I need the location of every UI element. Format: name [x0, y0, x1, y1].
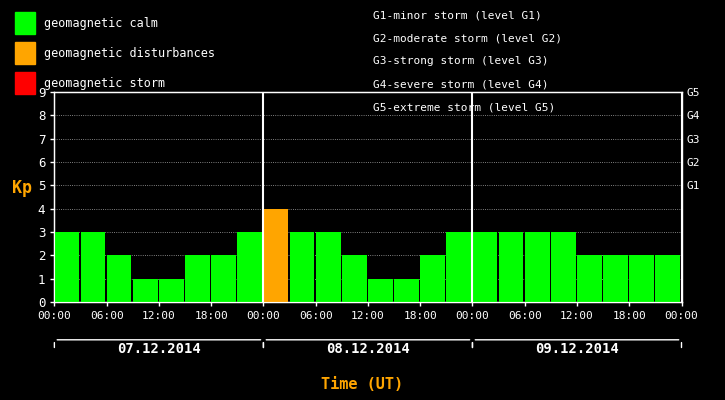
- Bar: [159, 279, 183, 302]
- Bar: [473, 232, 497, 302]
- Bar: [315, 232, 341, 302]
- Text: 08.12.2014: 08.12.2014: [326, 342, 410, 356]
- Bar: [525, 232, 550, 302]
- Bar: [551, 232, 576, 302]
- Bar: [447, 232, 471, 302]
- Bar: [499, 232, 523, 302]
- Bar: [107, 255, 131, 302]
- Bar: [394, 279, 419, 302]
- Text: G3-strong storm (level G3): G3-strong storm (level G3): [373, 56, 549, 66]
- Bar: [133, 279, 157, 302]
- Bar: [341, 255, 367, 302]
- Text: geomagnetic disturbances: geomagnetic disturbances: [44, 46, 215, 60]
- Text: G1-minor storm (level G1): G1-minor storm (level G1): [373, 10, 542, 20]
- Text: Time (UT): Time (UT): [321, 377, 404, 392]
- Text: geomagnetic storm: geomagnetic storm: [44, 76, 165, 90]
- Bar: [80, 232, 105, 302]
- Text: 07.12.2014: 07.12.2014: [117, 342, 201, 356]
- Text: G5-extreme storm (level G5): G5-extreme storm (level G5): [373, 103, 555, 113]
- Text: G4-severe storm (level G4): G4-severe storm (level G4): [373, 80, 549, 90]
- Text: 09.12.2014: 09.12.2014: [535, 342, 619, 356]
- Bar: [237, 232, 262, 302]
- Bar: [289, 232, 315, 302]
- Bar: [54, 232, 79, 302]
- Bar: [211, 255, 236, 302]
- Bar: [577, 255, 602, 302]
- Text: geomagnetic calm: geomagnetic calm: [44, 16, 157, 30]
- Bar: [263, 209, 289, 302]
- Bar: [185, 255, 210, 302]
- Bar: [629, 255, 654, 302]
- Bar: [655, 255, 680, 302]
- Text: G2-moderate storm (level G2): G2-moderate storm (level G2): [373, 33, 563, 43]
- Bar: [603, 255, 628, 302]
- Bar: [420, 255, 445, 302]
- Bar: [368, 279, 393, 302]
- Y-axis label: Kp: Kp: [12, 179, 32, 197]
